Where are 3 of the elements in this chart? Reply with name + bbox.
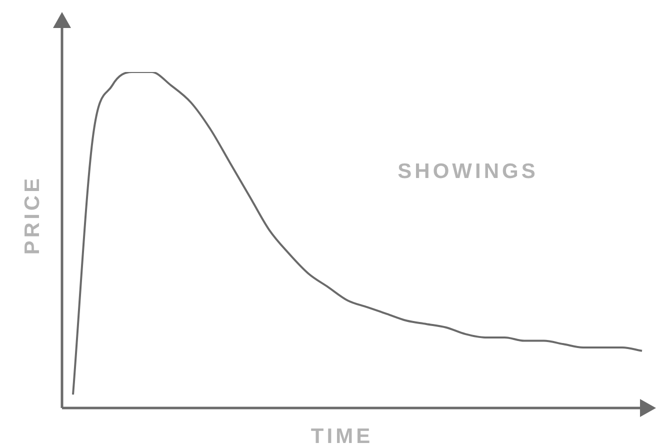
x-axis-title: TIME (310, 424, 374, 448)
y-axis-title: PRICE (20, 175, 44, 255)
annotation: SHOWINGS (398, 160, 538, 183)
